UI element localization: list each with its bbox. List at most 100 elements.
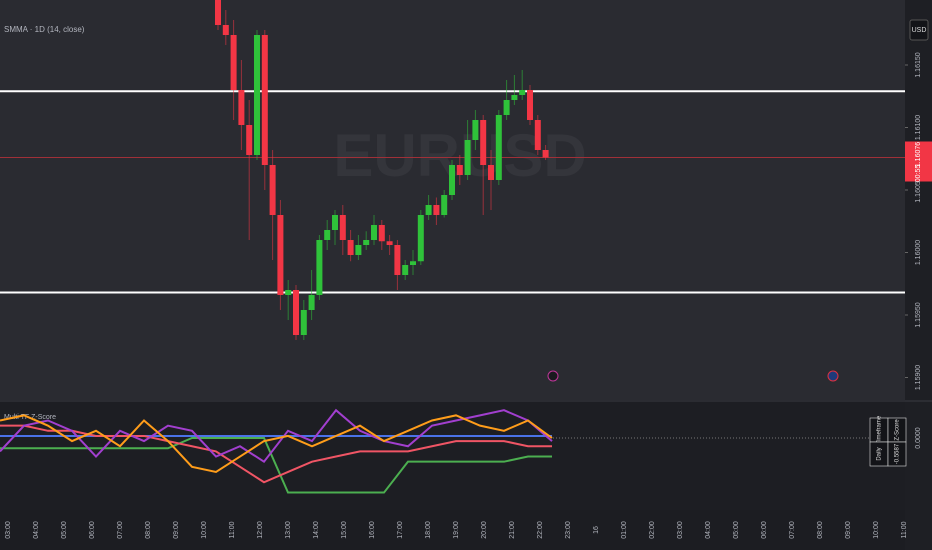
time-label: 17:00 [397, 521, 404, 539]
y-tick-label: 1.16050 [915, 177, 922, 202]
time-label: 04:00 [33, 521, 40, 539]
time-label: 06:00 [89, 521, 96, 539]
z-score-line [0, 424, 552, 484]
table-text: -0.5587 [895, 443, 901, 464]
time-label: 20:00 [481, 521, 488, 539]
candle-body [449, 165, 455, 195]
countdown: 00:55 [915, 165, 922, 183]
event-icon[interactable] [827, 370, 839, 382]
candle-body [456, 165, 463, 175]
candle-body [261, 35, 268, 165]
indicator-pane [0, 402, 905, 510]
candle-body [293, 290, 299, 335]
candle-body [347, 240, 354, 255]
candle-body [222, 25, 229, 35]
candle-body [316, 240, 323, 295]
time-label: 08:00 [817, 521, 824, 539]
time-label: 19:00 [453, 521, 460, 539]
currency: USD [912, 27, 927, 34]
candle-body [277, 215, 284, 295]
candle-body [215, 0, 221, 25]
candle-body [332, 215, 338, 230]
y-tick-label: 1.16000 [915, 240, 922, 265]
candle-body [534, 120, 541, 150]
candle-body [472, 120, 479, 140]
candle-body [300, 310, 307, 335]
candle-body [386, 241, 393, 245]
candle-body [230, 35, 237, 90]
candle-body [511, 95, 518, 100]
time-label: 18:00 [425, 521, 432, 539]
table-text: Timeframe [877, 415, 883, 444]
time-label: 22:00 [537, 521, 544, 539]
time-label: 09:00 [845, 521, 852, 539]
time-label: 23:00 [565, 521, 572, 539]
time-label: 12:00 [257, 521, 264, 539]
time-label: 10:00 [201, 521, 208, 539]
time-label: 11:00 [229, 521, 236, 538]
last-price: 1.16076 [915, 142, 922, 167]
candle-body [308, 295, 315, 310]
candle-body [402, 265, 409, 275]
candle-body [410, 261, 416, 265]
candle-body [254, 35, 260, 155]
time-label: 03:00 [677, 521, 684, 539]
time-label: 08:00 [145, 521, 152, 539]
candle-body [371, 225, 377, 240]
candle-body [285, 290, 292, 295]
time-label: 15:00 [341, 521, 348, 539]
candle-body [441, 195, 448, 215]
candle-body [542, 150, 549, 158]
y-tick-label: 1.15900 [915, 365, 922, 390]
candle-body [488, 165, 494, 180]
time-axis [0, 510, 905, 550]
candle-body [425, 205, 432, 215]
table-text: Daily [877, 447, 883, 460]
time-label: 01:00 [621, 521, 628, 539]
candle-body [246, 125, 253, 155]
time-label: 16 [593, 526, 600, 534]
price-axis [905, 0, 932, 550]
time-label: 07:00 [117, 521, 124, 539]
time-label: 07:00 [789, 521, 796, 539]
time-label: 14:00 [313, 521, 320, 539]
candle-body [339, 215, 346, 240]
candle-body [417, 215, 424, 262]
candle-body [519, 90, 526, 95]
candle-body [495, 115, 502, 180]
time-label: 06:00 [761, 521, 768, 539]
y-tick-label: 0.0000 [915, 427, 922, 449]
time-label: 10:00 [873, 521, 880, 539]
table-cell [887, 441, 907, 467]
time-label: 05:00 [61, 521, 68, 539]
candle-body [480, 120, 487, 165]
candle-body [355, 245, 362, 255]
time-label: 11:00 [901, 521, 908, 538]
candle-body [269, 165, 276, 215]
candle-body [378, 225, 385, 242]
candle-body [324, 230, 331, 240]
candle-body [363, 240, 370, 245]
z-score-line [0, 437, 552, 494]
y-tick-label: 1.15950 [915, 302, 922, 327]
candle-body [503, 100, 510, 115]
y-tick-label: 1.16100 [915, 115, 922, 140]
table-text: Z-Score [895, 419, 901, 441]
time-label: 13:00 [285, 521, 292, 539]
time-label: 05:00 [733, 521, 740, 539]
candle-body [394, 245, 401, 275]
indicator-legend: SMMA · 1D (14, close) [4, 25, 85, 34]
time-label: 21:00 [509, 521, 516, 539]
candle-body [464, 140, 471, 175]
candle-body [527, 90, 533, 120]
time-label: 09:00 [173, 521, 180, 539]
time-label: 03:00 [5, 521, 12, 539]
candle-body [238, 90, 245, 125]
event-icon[interactable] [547, 370, 559, 382]
candle-body [433, 205, 440, 215]
currency-box[interactable] [909, 19, 929, 41]
y-tick-label: 1.16150 [915, 52, 922, 77]
